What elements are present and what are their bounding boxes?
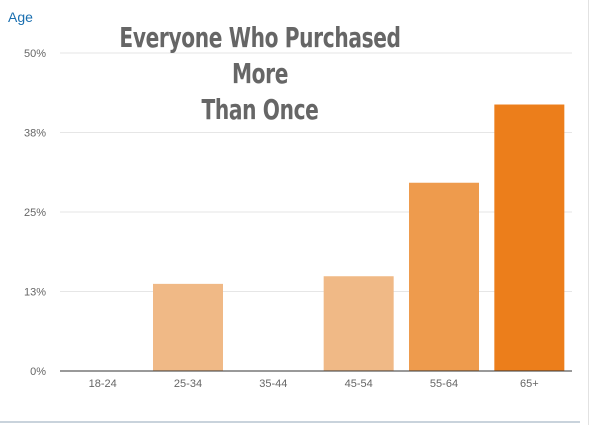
y-tick-label: 25% <box>24 207 46 219</box>
x-tick-label: 65+ <box>520 378 539 390</box>
x-tick-label: 18-24 <box>89 378 117 390</box>
x-tick-label: 35-44 <box>259 378 287 390</box>
bar <box>323 276 394 371</box>
bar-layer <box>153 104 565 372</box>
x-tick-label: 25-34 <box>174 378 202 390</box>
axis-layer: 0% 13% 25% 38% 50% 18-24 25-34 35-44 45-54 55-64 6… <box>24 48 572 390</box>
bottom-divider <box>0 421 580 423</box>
bar <box>409 182 479 371</box>
x-tick-label: 55-64 <box>430 378 458 390</box>
chart-title-line-2: Than Once <box>201 93 319 126</box>
right-divider <box>588 0 589 425</box>
x-tick-label: 45-54 <box>345 378 373 390</box>
panel-label: Age <box>8 9 33 25</box>
y-tick-label: 50% <box>24 48 46 60</box>
bar <box>153 283 223 371</box>
y-tick-label: 0% <box>30 366 46 378</box>
y-tick-label: 38% <box>24 128 46 140</box>
bar <box>494 104 565 372</box>
chart-title: Everyone Who Purchased More Than Once <box>116 20 404 128</box>
chart-title-line-1: Everyone Who Purchased More <box>119 21 401 90</box>
grid-layer <box>60 52 572 292</box>
y-tick-label: 13% <box>24 287 46 299</box>
